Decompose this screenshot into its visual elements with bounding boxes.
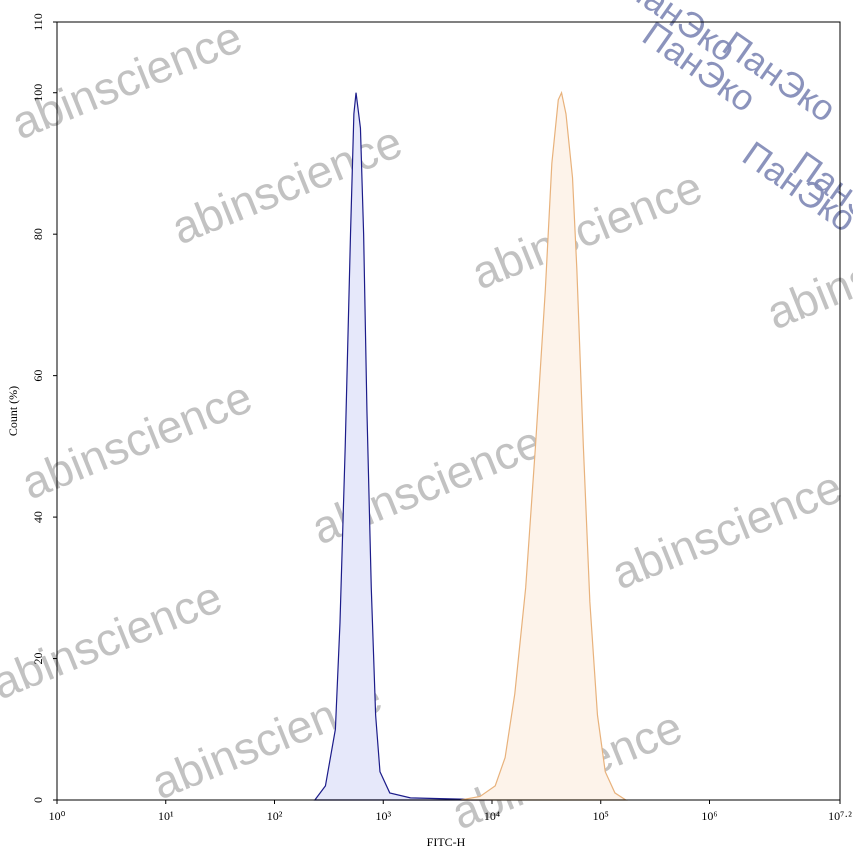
x-tick-label: 10⁷·² xyxy=(828,809,852,823)
y-axis-label: Count (%) xyxy=(6,386,20,436)
plot: 0 20 40 60 80 100 110 10⁰ 10¹ 10² 10³ 10⁴ 10⁵ 10⁶ 10⁷·… xyxy=(31,13,852,823)
y-tick-label: 80 xyxy=(31,228,45,240)
watermark: abinscience xyxy=(604,460,849,599)
plot-frame xyxy=(56,21,841,801)
watermark: abinscience xyxy=(14,370,259,509)
watermark: abinscience xyxy=(304,415,549,554)
x-tick-label: 10³ xyxy=(375,809,391,823)
watermark: ПанЭко xyxy=(735,133,853,240)
x-tick-label: 10¹ xyxy=(158,809,174,823)
x-axis-label: FITC-H xyxy=(427,835,466,849)
watermark: abinscience xyxy=(0,570,229,709)
x-tick-label: 10⁴ xyxy=(484,809,500,823)
x-tick-label: 10² xyxy=(267,809,283,823)
x-tick-label: 10⁰ xyxy=(49,809,66,823)
histogram-area xyxy=(313,92,493,801)
y-tick-label: 100 xyxy=(31,84,45,102)
y-tick-label: 40 xyxy=(31,511,45,523)
histogram-area xyxy=(460,90,628,801)
y-tick-label: 20 xyxy=(31,653,45,665)
y-tick-label: 110 xyxy=(31,13,45,31)
watermark: abinscience xyxy=(164,115,409,254)
x-tick-label: 10⁵ xyxy=(593,809,609,823)
y-tick-label: 60 xyxy=(31,370,45,382)
y-tick-label: 0 xyxy=(31,797,45,803)
x-tick-label: 10⁶ xyxy=(701,809,717,823)
watermark: abinscience xyxy=(464,160,709,299)
